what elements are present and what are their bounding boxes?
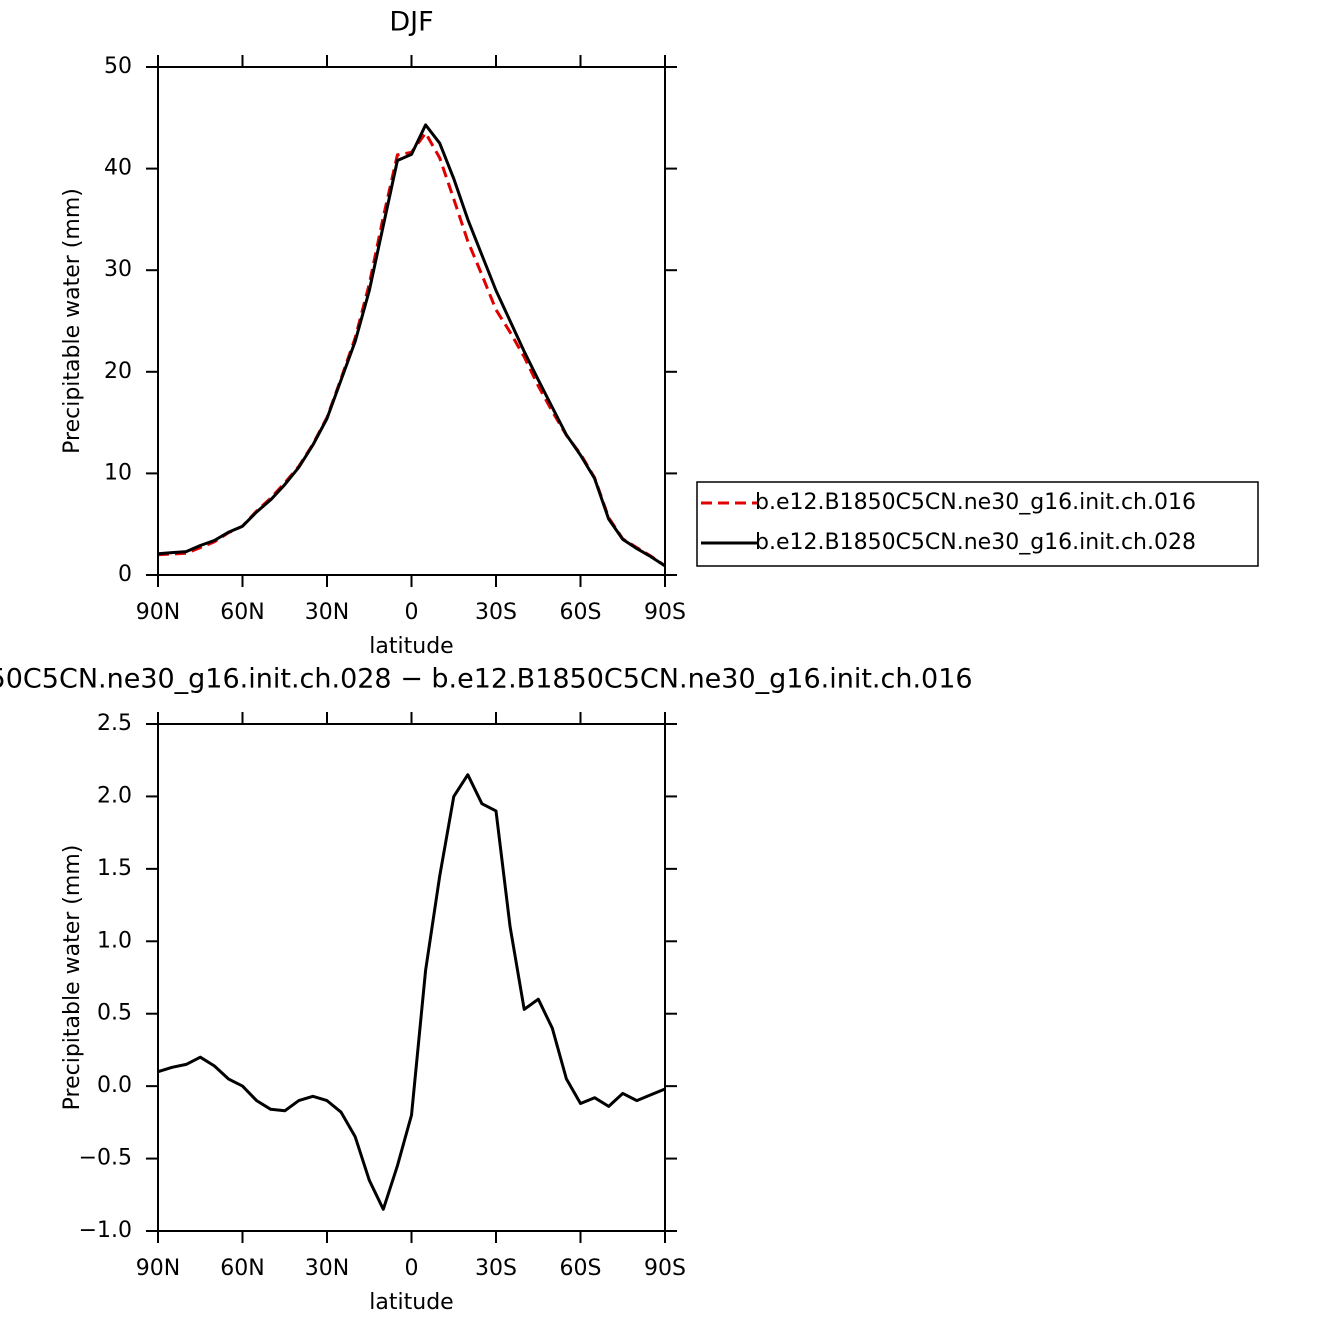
y-tick-label: 10 (104, 460, 132, 485)
y-axis-label: Precipitable water (mm) (60, 188, 85, 454)
plot-frame (157, 66, 666, 576)
y-tick-label: 20 (104, 359, 132, 384)
y-axis-label: Precipitable water (mm) (60, 845, 85, 1111)
x-tick-label: 90S (644, 600, 686, 625)
x-tick-label: 30S (475, 600, 517, 625)
chart-title: b.e12.B1850C5CN.ne30_g16.init.ch.028 − b… (0, 664, 973, 695)
legend-label: b.e12.B1850C5CN.ne30_g16.init.ch.016 (755, 490, 1196, 515)
data-line (157, 123, 666, 568)
x-axis-label: latitude (369, 634, 453, 659)
y-tick-label: −1.0 (79, 1218, 132, 1243)
x-tick-label: 90N (136, 1256, 180, 1281)
x-tick-label: 90S (644, 1256, 686, 1281)
plot-frame (157, 723, 666, 1232)
x-tick-label: 30N (305, 600, 349, 625)
y-tick-label: 1.5 (97, 856, 132, 881)
y-tick-label: 50 (104, 54, 132, 79)
y-tick-label: 2.0 (97, 783, 132, 808)
x-tick-label: 60N (220, 600, 264, 625)
y-tick-label: 40 (104, 156, 132, 181)
x-tick-label: 60S (560, 1256, 602, 1281)
data-line (157, 773, 666, 1211)
x-axis-label: latitude (369, 1290, 453, 1315)
legend-box (696, 481, 1259, 567)
data-line (157, 131, 666, 567)
y-tick-label: 1.0 (97, 928, 132, 953)
x-tick-label: 60N (220, 1256, 264, 1281)
x-tick-label: 30N (305, 1256, 349, 1281)
x-tick-label: 90N (136, 600, 180, 625)
legend-label: b.e12.B1850C5CN.ne30_g16.init.ch.028 (755, 530, 1196, 555)
x-tick-label: 0 (405, 1256, 419, 1281)
y-tick-label: 0 (118, 562, 132, 587)
y-tick-label: 0.5 (97, 1001, 132, 1026)
x-tick-label: 60S (560, 600, 602, 625)
y-tick-label: 30 (104, 257, 132, 282)
chart-title: DJF (389, 7, 433, 38)
y-tick-label: 2.5 (97, 711, 132, 736)
x-tick-label: 30S (475, 1256, 517, 1281)
y-tick-label: −0.5 (79, 1146, 132, 1171)
x-tick-label: 0 (405, 600, 419, 625)
y-tick-label: 0.0 (97, 1073, 132, 1098)
